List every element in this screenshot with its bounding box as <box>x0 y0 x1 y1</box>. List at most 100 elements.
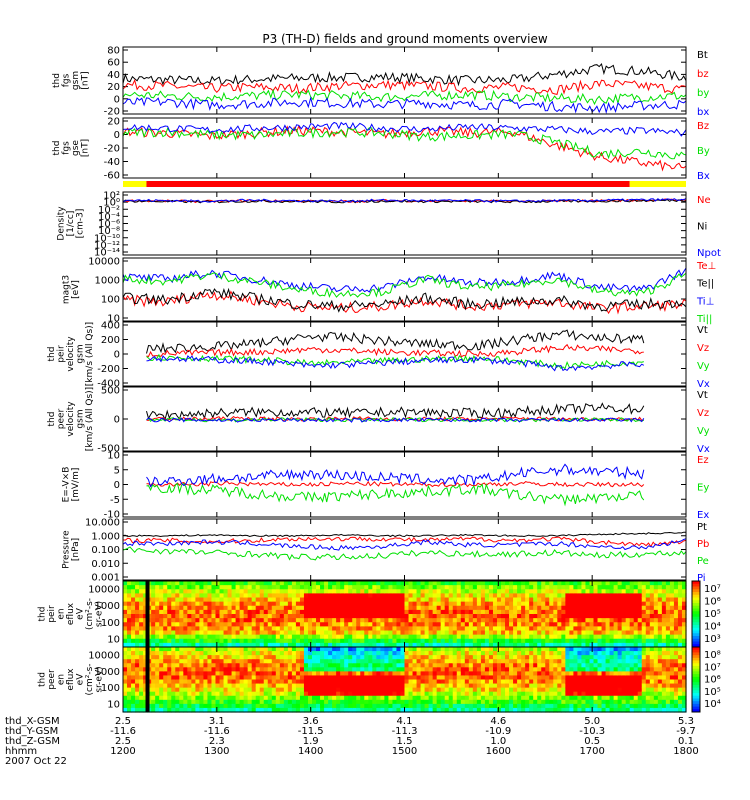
spectrogram-cell <box>159 703 164 709</box>
spectrogram-cell <box>299 593 305 599</box>
spectrogram-cell <box>279 707 285 713</box>
spectrogram-cell <box>263 614 269 619</box>
spectrogram-cell <box>424 659 430 664</box>
spectrogram-cell <box>529 618 534 623</box>
spectrogram-cell <box>127 630 132 636</box>
spectrogram-cell <box>388 593 394 599</box>
spectrogram-cell <box>372 667 377 672</box>
spectrogram-cell <box>472 655 478 660</box>
spectrogram-cell <box>283 647 289 652</box>
spectrogram-cell <box>340 687 345 693</box>
spectrogram-cell <box>484 638 490 644</box>
spectrogram-cell <box>380 601 385 607</box>
spectrogram-cell <box>597 691 603 697</box>
spectrogram-cell <box>199 593 205 599</box>
spectrogram-cell <box>211 691 217 697</box>
spectrogram-cell <box>171 609 176 615</box>
spectrogram-cell <box>657 589 663 594</box>
spectrogram-cell <box>183 601 188 607</box>
spectrogram-cell <box>541 691 546 697</box>
spectrogram-cell <box>163 605 168 611</box>
spectrogram-cell <box>577 609 583 615</box>
spectrogram-cell <box>307 609 313 615</box>
spectrogram-cell <box>159 626 164 632</box>
spectrogram-cell <box>255 647 261 652</box>
spectrogram-cell <box>151 581 156 586</box>
spectrogram-cell <box>565 589 570 594</box>
spectrogram-cell <box>191 651 196 656</box>
spectrogram-cell <box>123 691 128 697</box>
spectrogram-cell <box>537 667 542 672</box>
spectrogram-cell <box>283 634 289 640</box>
spectrogram-cell <box>199 655 205 660</box>
spectrogram-cell <box>175 691 180 697</box>
spectrogram-cell <box>645 626 651 632</box>
spectrogram-cell <box>159 634 164 640</box>
spectrogram-cell <box>545 618 550 623</box>
spectrogram-cell <box>412 663 418 668</box>
spectrogram-cell <box>223 671 229 677</box>
spectrogram-cell <box>396 707 402 713</box>
spectrogram-cell <box>677 597 683 603</box>
spectrogram-cell <box>649 703 655 709</box>
spectrogram-cell <box>360 703 365 709</box>
spectrogram-cell <box>384 675 390 681</box>
spectrogram-cell <box>171 675 176 681</box>
spectrogram-cell <box>617 605 623 611</box>
spectrogram-cell <box>637 651 643 656</box>
colorbar-step <box>692 674 700 678</box>
spectrogram-cell <box>352 630 357 636</box>
spectrogram-cell <box>247 647 253 652</box>
spectrogram-cell <box>303 651 309 656</box>
spectrogram-cell <box>275 597 281 603</box>
spectrogram-cell <box>456 634 462 640</box>
spectrogram-cell <box>577 663 583 668</box>
spectrogram-cell <box>420 695 426 701</box>
spectrogram-cell <box>175 622 180 627</box>
panel-frame <box>122 321 687 387</box>
spectrogram-cell <box>279 663 285 668</box>
spectrogram-cell <box>569 695 574 701</box>
spectrogram-cell <box>332 699 337 705</box>
spectrogram-cell <box>175 581 180 586</box>
spectrogram-cell <box>464 667 470 672</box>
spectrogram-cell <box>641 614 647 619</box>
legend-Pt: Pt <box>697 522 707 533</box>
spectrogram-cell <box>259 634 265 640</box>
spectrogram-cell <box>653 630 659 636</box>
spectrogram-cell <box>175 703 180 709</box>
spectrogram-cell <box>376 647 381 652</box>
spectrogram-cell <box>207 687 213 693</box>
spectrogram-cell <box>344 695 349 701</box>
spectrogram-cell <box>432 671 438 677</box>
spectrogram-cell <box>521 605 526 611</box>
spectrogram-cell <box>593 663 599 668</box>
spectrogram-cell <box>412 667 418 672</box>
spectrogram-cell <box>263 605 269 611</box>
spectrogram-cell <box>669 707 675 713</box>
spectrogram-cell <box>247 687 253 693</box>
spectrogram-cell <box>179 618 184 623</box>
spectrogram-cell <box>476 601 482 607</box>
spectrogram-cell <box>456 614 462 619</box>
spectrogram-cell <box>251 618 257 623</box>
spectrogram-cell <box>251 683 257 689</box>
spectrogram-cell <box>625 630 631 636</box>
spectrogram-cell <box>557 707 562 713</box>
spectrogram-cell <box>501 630 506 636</box>
spectrogram-cell <box>456 675 462 681</box>
spectrogram-cell <box>191 581 196 586</box>
spectrogram-cell <box>151 703 156 709</box>
spectrogram-cell <box>404 655 410 660</box>
spectrogram-cell <box>460 605 466 611</box>
spectrogram-cell <box>601 671 607 677</box>
colorbar-tick: 10³ <box>704 634 721 645</box>
spectrogram-cell <box>360 663 365 668</box>
spectrogram-cell <box>380 638 385 644</box>
spectrogram-cell <box>324 597 329 603</box>
spectrogram-cell <box>376 601 381 607</box>
spectrogram-cell <box>404 671 410 677</box>
spectrogram-cell <box>356 679 361 685</box>
spectrogram-cell <box>123 601 128 607</box>
